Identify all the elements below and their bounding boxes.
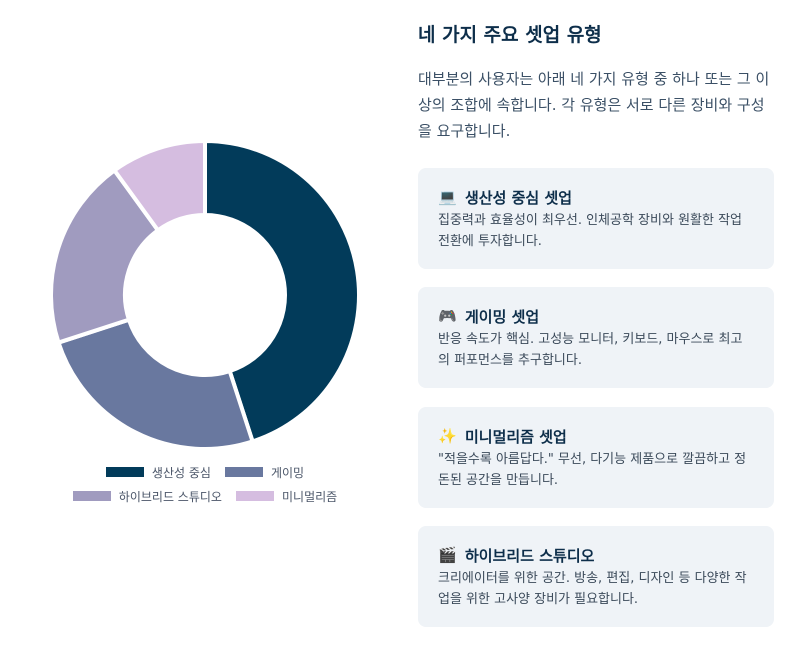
- gamepad-icon: 🎮: [438, 307, 457, 325]
- card-description: 반응 속도가 핵심. 고성능 모니터, 키보드, 마우스로 최고의 퍼포먼스를 …: [438, 332, 743, 368]
- sparkles-icon: ✨: [438, 427, 457, 445]
- card-description: "적을수록 아름답다." 무선, 다기능 제품으로 깔끔하고 정돈된 공간을 만…: [438, 452, 747, 488]
- clapperboard-icon: 🎬: [438, 546, 457, 564]
- chart-area: 생산성 중심 게이밍 하이브리드 스튜디오 미니멀리즘: [30, 138, 380, 508]
- legend-row: 하이브리드 스튜디오 미니멀리즘: [30, 484, 380, 508]
- card-description: 크리에이터를 위한 공간. 방송, 편집, 디자인 등 다양한 작업을 위한 고…: [438, 571, 747, 607]
- card-hybrid-studio: 🎬 하이브리드 스튜디오 크리에이터를 위한 공간. 방송, 편집, 디자인 등…: [418, 526, 774, 627]
- legend-item-hybrid-studio[interactable]: 하이브리드 스튜디오: [72, 488, 222, 505]
- legend-swatch: [224, 467, 263, 477]
- card-title-row: 🎮 게이밍 셋업: [438, 305, 754, 327]
- legend-swatch: [105, 467, 144, 477]
- donut-chart: [49, 138, 361, 451]
- legend-item-productivity[interactable]: 생산성 중심: [105, 464, 211, 481]
- card-title: 게이밍 셋업: [465, 307, 540, 326]
- legend-label: 하이브리드 스튜디오: [118, 489, 222, 504]
- legend-label: 생산성 중심: [151, 465, 211, 480]
- card-title: 생산성 중심 셋업: [465, 188, 573, 207]
- card-gaming-setup: 🎮 게이밍 셋업 반응 속도가 핵심. 고성능 모니터, 키보드, 마우스로 최…: [418, 287, 774, 388]
- legend-label: 게이밍: [270, 465, 305, 480]
- card-description: 집중력과 효율성이 최우선. 인체공학 장비와 원활한 작업 전환에 투자합니다…: [438, 213, 743, 249]
- card-title-row: 🎬 하이브리드 스튜디오: [438, 544, 754, 566]
- legend-row: 생산성 중심 게이밍: [30, 460, 380, 484]
- laptop-icon: 💻: [438, 188, 457, 206]
- card-title-row: ✨ 미니멀리즘 셋업: [438, 425, 754, 447]
- legend-item-gaming[interactable]: 게이밍: [224, 464, 305, 481]
- legend-swatch: [235, 491, 274, 501]
- legend-label: 미니멀리즘: [281, 489, 338, 504]
- donut-slice-1[interactable]: [56, 317, 256, 451]
- chart-legend: 생산성 중심 게이밍 하이브리드 스튜디오 미니멀리즘: [30, 460, 380, 508]
- donut-slice-0[interactable]: [203, 138, 361, 444]
- card-title: 미니멀리즘 셋업: [465, 427, 567, 446]
- legend-swatch: [72, 491, 111, 501]
- donut-slice-2[interactable]: [49, 167, 161, 346]
- card-minimalism-setup: ✨ 미니멀리즘 셋업 "적을수록 아름답다." 무선, 다기능 제품으로 깔끔하…: [418, 407, 774, 508]
- card-title-row: 💻 생산성 중심 셋업: [438, 186, 754, 208]
- card-title: 하이브리드 스튜디오: [465, 546, 595, 565]
- donut-slice-3[interactable]: [111, 138, 207, 234]
- section-title: 네 가지 주요 셋업 유형: [418, 24, 602, 46]
- legend-item-minimalism[interactable]: 미니멀리즘: [235, 488, 338, 505]
- section-intro: 대부분의 사용자는 아래 네 가지 유형 중 하나 또는 그 이상의 조합에 속…: [418, 70, 770, 140]
- card-productivity-setup: 💻 생산성 중심 셋업 집중력과 효율성이 최우선. 인체공학 장비와 원활한 …: [418, 168, 774, 269]
